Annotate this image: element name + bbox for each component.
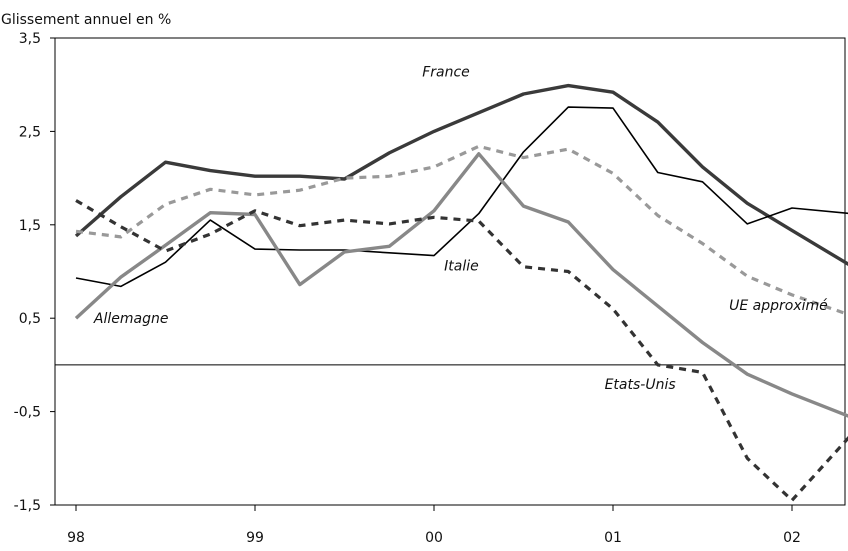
x-tick-label: 00 — [425, 530, 443, 546]
y-tick-label: 1,5 — [19, 218, 41, 234]
series-label-ue-approxime: UE approximé — [729, 298, 828, 314]
series-labels: France Italie Allemagne UE approximé Etats-U… — [93, 64, 828, 393]
x-tick-label: 98 — [67, 530, 85, 546]
y-tick-label: -1,5 — [14, 498, 41, 514]
chart-subtitle: Glissement annuel en % — [1, 12, 171, 28]
series-line-allemagne — [74, 152, 848, 418]
y-tick-label: 2,5 — [19, 124, 41, 140]
series-label-italie: Italie — [444, 259, 479, 275]
x-tick-label: 02 — [783, 530, 801, 546]
series-label-etats-unis: Etats-Unis — [605, 377, 676, 393]
plot-frame — [54, 37, 846, 506]
x-tick-label: 01 — [604, 530, 622, 546]
x-tick-label: 99 — [246, 530, 264, 546]
series-label-france: France — [422, 64, 470, 80]
y-tick-label: -0,5 — [14, 405, 41, 421]
y-tick-label: 3,5 — [19, 31, 41, 47]
series-layer — [74, 83, 848, 502]
series-label-allemagne: Allemagne — [93, 311, 169, 327]
series-line-ue-approxime — [75, 144, 848, 317]
series-line-etats-unis — [75, 199, 848, 502]
series-line-italie — [75, 106, 848, 288]
axes: 3,5 2,5 1,5 0,5 -0,5 -1,5 98 99 00 01 02 — [14, 31, 846, 546]
series-line-france — [74, 83, 848, 267]
y-tick-label: 0,5 — [19, 311, 41, 327]
